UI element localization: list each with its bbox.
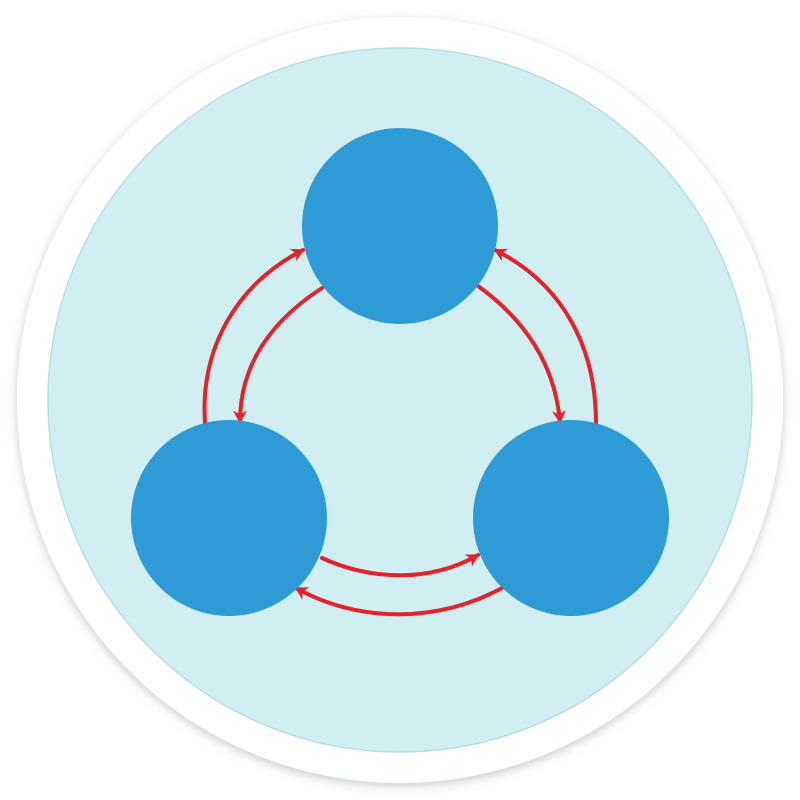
arrow-left-to-top	[202, 248, 305, 425]
node-right	[473, 420, 669, 616]
node-left	[131, 420, 327, 616]
arrow-right-to-top	[493, 248, 598, 425]
arrow-top-to-left	[233, 286, 324, 424]
arrow-left-to-right	[320, 553, 480, 578]
node-top	[302, 128, 498, 324]
nodes-group	[131, 128, 669, 616]
arrow-right-to-left	[294, 586, 504, 617]
arrow-top-to-right	[476, 284, 566, 424]
arrows-group	[202, 248, 598, 617]
